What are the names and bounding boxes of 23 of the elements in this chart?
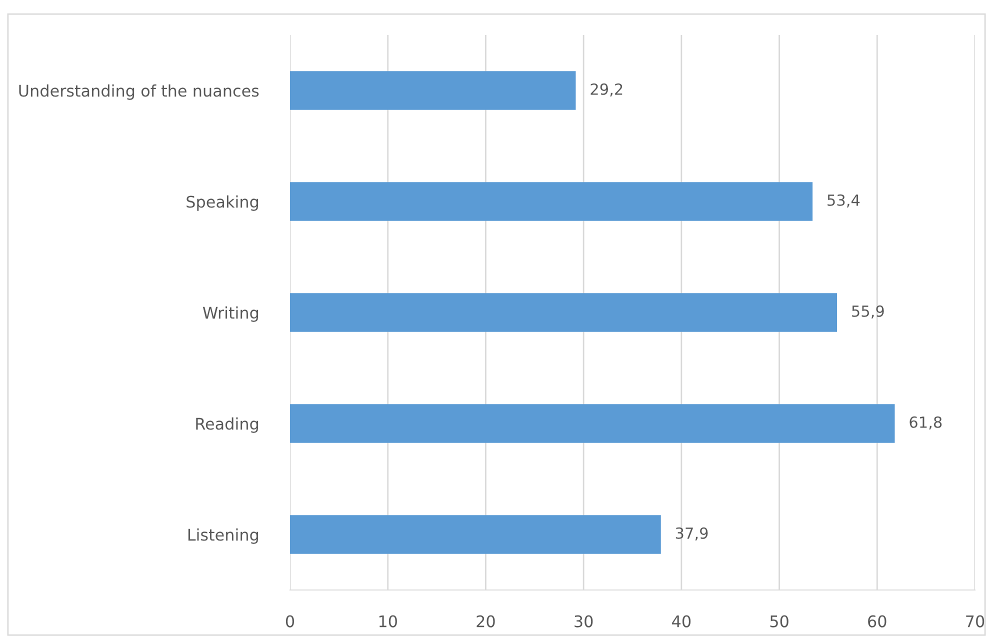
x-tick-label: 10 bbox=[379, 615, 397, 628]
x-tick-label: 0 bbox=[286, 615, 294, 628]
y-tick-label: Speaking bbox=[186, 195, 258, 211]
y-tick-label: Understanding of the nuances bbox=[19, 84, 259, 100]
y-tick-label: Writing bbox=[202, 306, 258, 322]
x-tick-label: 30 bbox=[574, 615, 593, 628]
data-label: 53,4 bbox=[828, 194, 860, 208]
bar bbox=[290, 293, 838, 332]
bar bbox=[290, 71, 576, 110]
data-label: 61,8 bbox=[910, 416, 942, 430]
data-label: 55,9 bbox=[852, 305, 884, 318]
y-tick-label: Reading bbox=[196, 417, 258, 433]
x-tick-label: 60 bbox=[868, 615, 886, 628]
y-tick-label: Listening bbox=[188, 528, 258, 544]
data-label: 29,2 bbox=[590, 83, 622, 96]
bar bbox=[290, 515, 661, 554]
x-tick-label: 20 bbox=[476, 615, 495, 628]
data-label: 37,9 bbox=[676, 527, 708, 540]
x-tick-label: 40 bbox=[672, 615, 691, 628]
x-tick-label: 50 bbox=[770, 615, 788, 628]
x-tick-label: 70 bbox=[966, 615, 984, 628]
bar bbox=[290, 182, 813, 221]
bar bbox=[290, 404, 895, 443]
